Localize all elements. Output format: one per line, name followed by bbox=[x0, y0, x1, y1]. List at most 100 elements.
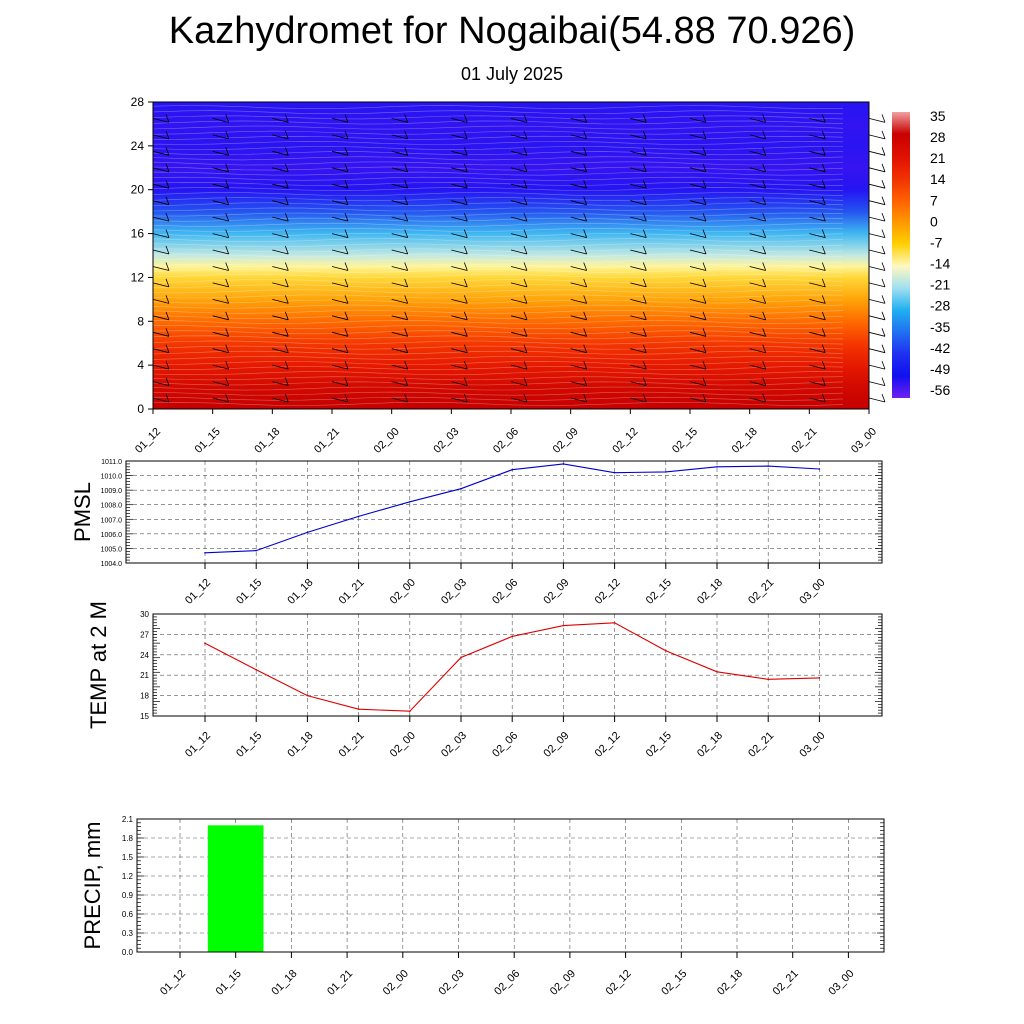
colorbar-label: 7 bbox=[930, 192, 938, 208]
wind-barb bbox=[570, 328, 588, 337]
contour-line bbox=[152, 396, 844, 401]
wind-barb bbox=[272, 196, 289, 206]
data-point bbox=[562, 624, 565, 627]
wind-barb bbox=[510, 295, 528, 304]
wind-barb bbox=[272, 147, 289, 156]
wind-barb bbox=[451, 377, 468, 386]
wind-barb bbox=[272, 163, 289, 173]
wind-barb bbox=[212, 344, 230, 354]
wind-barb bbox=[630, 147, 647, 156]
wind-barb bbox=[451, 295, 468, 304]
wind-barb bbox=[391, 328, 409, 337]
wind-barb bbox=[451, 114, 468, 123]
wind-barb bbox=[630, 212, 647, 222]
wind-barb bbox=[391, 147, 409, 156]
x-tick-label: 02_09 bbox=[541, 577, 571, 607]
wind-barb bbox=[630, 114, 647, 123]
wind-barb bbox=[212, 278, 230, 288]
wind-barb bbox=[868, 130, 886, 140]
y-tick-label: 20 bbox=[131, 183, 145, 197]
wind-barb bbox=[272, 229, 289, 238]
contour-line bbox=[152, 330, 844, 335]
wind-barb bbox=[809, 262, 826, 271]
wind-barb bbox=[809, 295, 826, 304]
x-tick-label: 01_15 bbox=[234, 577, 264, 607]
wind-barb bbox=[212, 245, 230, 255]
temp-panel: 15 18 21 24 27 30 01_12 01_15 01_18 01_21 02_00 02_… bbox=[86, 601, 883, 760]
wind-barb bbox=[451, 328, 468, 337]
wind-barb bbox=[272, 328, 289, 337]
wind-barb bbox=[152, 328, 170, 337]
wind-barb bbox=[749, 163, 767, 173]
wind-barb bbox=[391, 393, 409, 403]
x-tick-label: 03_00 bbox=[849, 426, 879, 456]
wind-barb bbox=[570, 377, 588, 386]
wind-barb bbox=[570, 114, 588, 123]
wind-barb bbox=[630, 196, 647, 206]
y-tick-label: 1.5 bbox=[122, 853, 134, 862]
wind-barb bbox=[272, 262, 289, 271]
wind-barb bbox=[689, 130, 707, 140]
wind-barb bbox=[630, 295, 647, 304]
wind-barb bbox=[391, 344, 409, 354]
data-point bbox=[357, 708, 360, 710]
contour-line bbox=[152, 207, 844, 212]
data-point bbox=[613, 471, 616, 474]
wind-barb bbox=[510, 212, 528, 222]
contour-line bbox=[152, 381, 844, 386]
wind-barb bbox=[451, 344, 468, 354]
contour-line bbox=[152, 361, 844, 365]
wind-barb bbox=[451, 311, 468, 321]
data-point bbox=[665, 649, 667, 652]
y-tick-label: 1007.0 bbox=[101, 517, 123, 524]
wind-barb bbox=[510, 130, 528, 140]
wind-barb bbox=[152, 229, 170, 238]
contour-line bbox=[152, 171, 844, 176]
x-tick-label: 01_12 bbox=[183, 577, 213, 607]
data-point bbox=[255, 669, 257, 671]
wind-barb bbox=[152, 114, 170, 123]
wind-barb bbox=[689, 344, 707, 354]
x-tick-label: 01_18 bbox=[285, 577, 315, 607]
wind-barb bbox=[809, 393, 826, 403]
wind-barb bbox=[689, 229, 707, 238]
wind-barb bbox=[630, 130, 647, 140]
wind-barb bbox=[331, 114, 349, 123]
wind-barb bbox=[809, 147, 826, 156]
contour-line bbox=[152, 345, 844, 350]
wind-barb bbox=[510, 147, 528, 156]
y-tick-label: 0.6 bbox=[122, 910, 134, 919]
data-point bbox=[460, 487, 462, 490]
wind-barb bbox=[689, 196, 707, 206]
x-tick-label: 02_06 bbox=[490, 577, 520, 607]
wind-barb bbox=[749, 377, 767, 386]
wind-barb bbox=[510, 328, 528, 337]
wind-barb bbox=[868, 163, 886, 173]
colorbar-label: -56 bbox=[930, 382, 950, 398]
wind-barb bbox=[689, 393, 707, 403]
wind-barb bbox=[868, 262, 886, 271]
contour-line bbox=[152, 376, 844, 381]
wind-barb bbox=[570, 360, 588, 370]
wind-barb bbox=[391, 295, 409, 304]
cross-section-field bbox=[153, 102, 869, 409]
wind-barb bbox=[451, 196, 468, 206]
data-point bbox=[818, 468, 821, 470]
panel-frame bbox=[152, 613, 883, 717]
contour-line bbox=[152, 314, 844, 319]
contour-line bbox=[152, 146, 844, 150]
wind-barb bbox=[152, 163, 170, 173]
contour-line bbox=[152, 238, 844, 243]
wind-barb bbox=[689, 212, 707, 222]
y-tick-label: 24 bbox=[131, 139, 145, 153]
x-tick-label: 02_18 bbox=[715, 968, 745, 998]
y-tick-label: 1011.0 bbox=[101, 459, 122, 466]
wind-barb bbox=[570, 147, 588, 156]
wind-barb bbox=[689, 295, 707, 304]
wind-barb bbox=[570, 295, 588, 304]
wind-barb bbox=[212, 147, 230, 156]
y-tick-label: 1009.0 bbox=[101, 488, 123, 495]
grid bbox=[126, 460, 882, 564]
y-tick-label: 1006.0 bbox=[101, 532, 123, 539]
wind-barb bbox=[630, 328, 647, 337]
